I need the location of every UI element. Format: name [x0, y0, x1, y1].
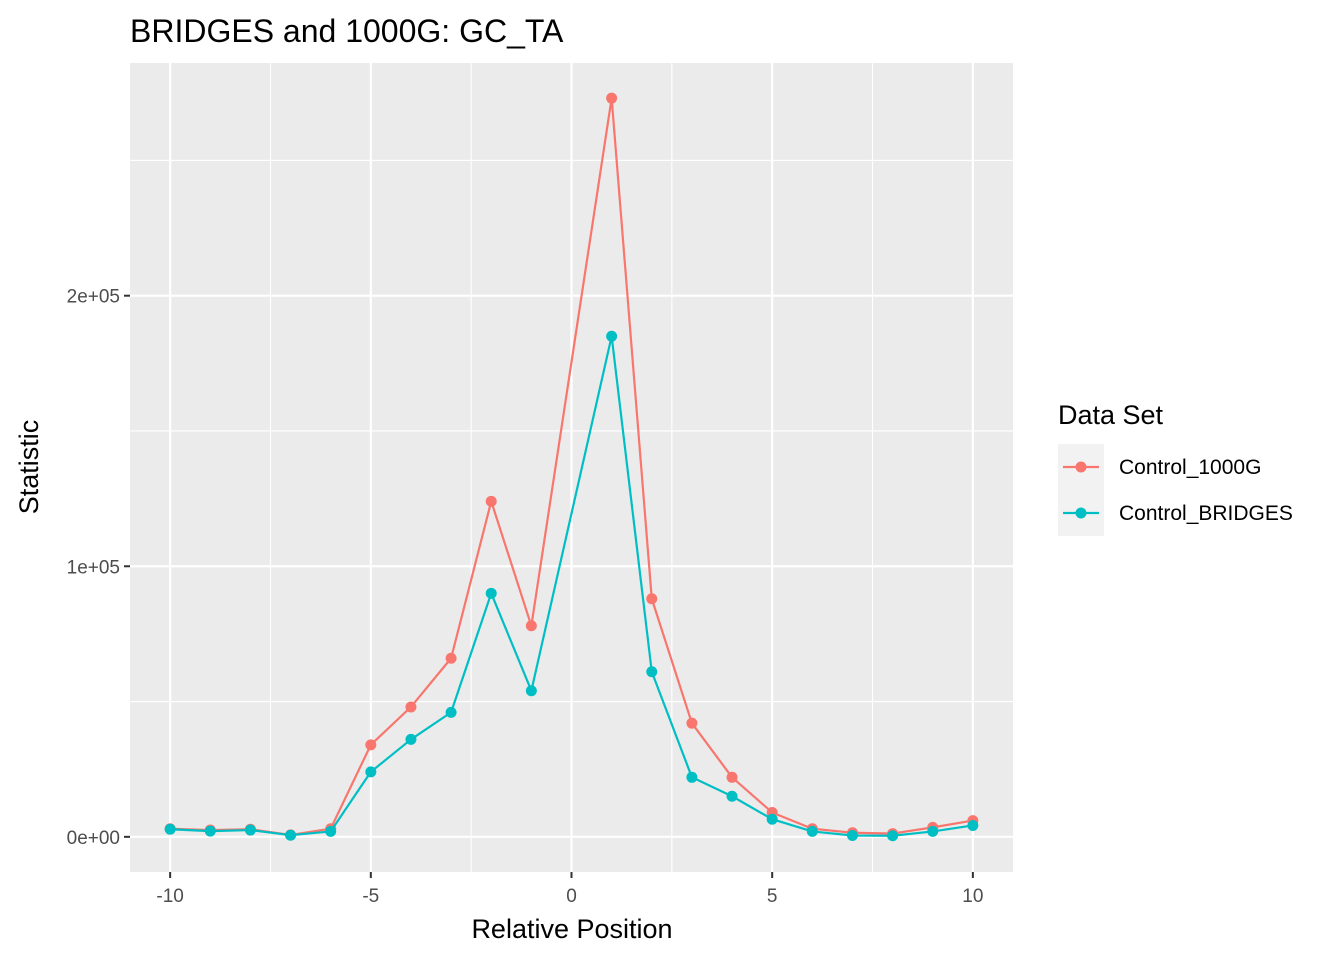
data-point-control-bridges [244, 824, 256, 836]
data-point-control-1000g [606, 92, 618, 104]
data-point-control-bridges [445, 706, 457, 718]
data-point-control-bridges [686, 771, 698, 783]
x-axis: -10 -5 0 5 10 [156, 872, 983, 907]
x-axis-title: Relative Position [471, 914, 672, 944]
data-point-control-bridges [887, 830, 899, 842]
x-tick-label: -5 [362, 886, 379, 907]
data-point-control-1000g [646, 593, 658, 605]
data-point-control-1000g [445, 652, 457, 664]
legend-title: Data Set [1058, 400, 1164, 430]
series-line-control-bridges [170, 335, 974, 837]
data-point-control-bridges [285, 829, 297, 841]
data-point-control-bridges [806, 825, 818, 837]
legend-label: Control_BRIDGES [1119, 502, 1293, 525]
series-layer [164, 92, 979, 842]
x-tick-label: 5 [767, 886, 778, 907]
y-tick-label: 0e+00 [67, 828, 120, 849]
data-point-control-bridges [325, 825, 337, 837]
data-point-control-bridges [646, 666, 658, 678]
data-point-control-1000g [405, 701, 417, 713]
data-point-control-bridges [485, 587, 497, 599]
data-point-control-bridges [606, 330, 618, 342]
grid-major [130, 63, 1013, 872]
data-point-control-bridges [365, 766, 377, 778]
data-point-control-1000g [485, 495, 497, 507]
y-axis-title: Statistic [14, 420, 44, 515]
data-point-control-bridges [405, 733, 417, 745]
data-point-control-bridges [846, 829, 858, 841]
data-point-control-bridges [927, 825, 939, 837]
data-point-control-1000g [525, 620, 537, 632]
data-point-control-1000g [726, 771, 738, 783]
data-point-control-bridges [726, 790, 738, 802]
legend-key-point [1075, 507, 1087, 519]
data-point-control-bridges [525, 685, 537, 697]
chart-title: BRIDGES and 1000G: GC_TA [130, 13, 564, 49]
y-tick-label: 2e+05 [67, 287, 120, 308]
x-tick-label: 0 [566, 886, 577, 907]
legend-key-background [1058, 444, 1104, 536]
data-point-control-bridges [766, 813, 778, 825]
data-point-control-bridges [164, 823, 176, 835]
y-axis: 0e+00 1e+05 2e+05 [67, 287, 130, 849]
legend-items: Control_1000G Control_BRIDGES [1058, 444, 1293, 536]
data-point-control-bridges [204, 825, 216, 837]
x-tick-label: -10 [156, 886, 183, 907]
data-point-control-bridges [967, 819, 979, 831]
y-tick-label: 1e+05 [67, 557, 120, 578]
x-tick-label: 10 [962, 886, 983, 907]
legend-label: Control_1000G [1119, 456, 1261, 479]
legend: Data Set Control_1000G Control_BRIDGES [1058, 400, 1293, 536]
data-point-control-1000g [365, 739, 377, 751]
legend-key-point [1075, 461, 1087, 473]
data-point-control-1000g [686, 717, 698, 729]
